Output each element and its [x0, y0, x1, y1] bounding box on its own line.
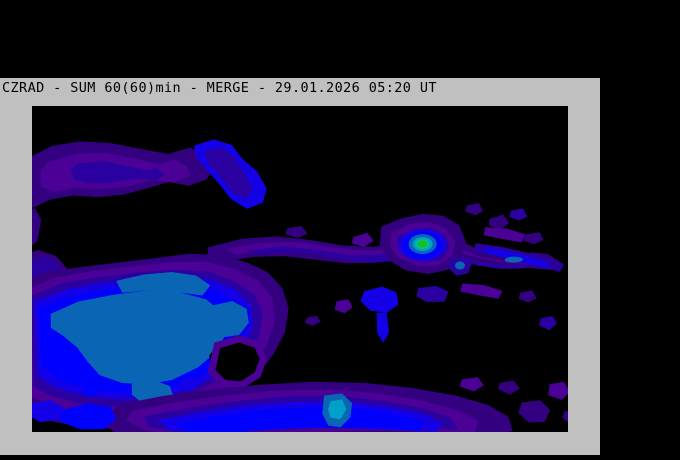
- echo-small-dot-8: [285, 225, 308, 239]
- echo-small-dot-7: [351, 232, 374, 247]
- echo-group-bullseye-cell: [379, 214, 472, 276]
- echo-small-dot-6: [523, 232, 544, 245]
- echo-small-dot-5: [489, 214, 510, 229]
- echo-southern-left-patch: [60, 403, 117, 430]
- echo-filament-3: [416, 285, 449, 303]
- echo-navy-nw: [70, 161, 165, 184]
- echo-hole-se: [209, 338, 264, 385]
- echo-bullseye-green-core: [417, 240, 428, 248]
- echo-southern-left-sliver: [32, 399, 65, 423]
- echo-bottom-dot-4: [497, 380, 520, 395]
- echo-group-southwest-mass: [32, 253, 289, 429]
- echo-br-dot: [562, 409, 568, 424]
- echo-cyanblue-core-sw: [50, 290, 227, 385]
- echo-cyanblue-lobe-e: [212, 301, 249, 338]
- echo-small-dot-2: [304, 315, 321, 326]
- radar-image-container[interactable]: [32, 106, 568, 432]
- echo-small-dot-3: [518, 290, 537, 303]
- echo-navy-ne-lobe: [204, 147, 253, 199]
- echo-group-northeast-sparse: [465, 203, 528, 243]
- echo-group-northwest: [32, 139, 267, 209]
- echo-group-bottom-right: [518, 381, 568, 424]
- echo-filament-1-bright: [504, 256, 523, 263]
- echo-group-eastern-filaments: [285, 214, 564, 343]
- echo-ne-dot-1: [465, 203, 484, 216]
- echo-companion-cyan: [454, 261, 465, 270]
- page-title: CZRAD - SUM 60(60)min - MERGE - 29.01.20…: [2, 80, 437, 96]
- echo-small-dot-1: [334, 299, 353, 314]
- echo-small-dot-4: [538, 316, 557, 331]
- echo-bottom-dot-1: [81, 383, 100, 398]
- echo-br-patch-2: [548, 381, 568, 400]
- echo-blue-patch-drip: [376, 312, 390, 343]
- echo-bottom-dot-2: [177, 377, 198, 392]
- echo-cyan-wedge-2: [328, 399, 347, 420]
- echo-br-patch-1: [518, 400, 551, 423]
- radar-echo-field: [32, 106, 568, 432]
- echo-cyanblue-extension-n: [116, 272, 211, 296]
- echo-bottom-dot-3: [459, 377, 484, 392]
- echo-group-southern-sheet: [32, 377, 520, 432]
- echo-hole-ring-violet: [207, 335, 268, 389]
- echo-ne-dot-2: [509, 208, 528, 221]
- echo-filament-2: [460, 283, 503, 299]
- echo-blue-patch-center: [360, 286, 399, 313]
- echo-bright-blue-southern: [174, 406, 423, 432]
- radar-composite-image[interactable]: [32, 106, 568, 432]
- echo-ne-streak: [483, 227, 526, 243]
- echo-trace-west-sliver: [32, 208, 42, 251]
